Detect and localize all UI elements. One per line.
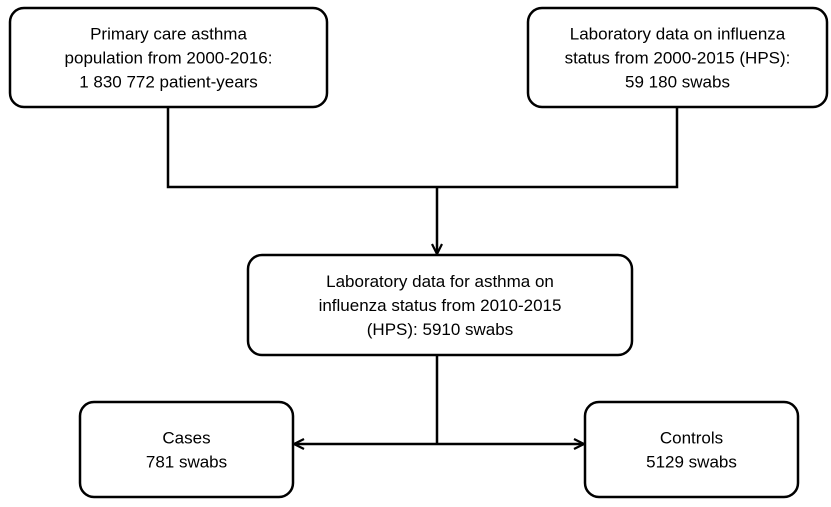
node-label: Cases <box>162 429 210 448</box>
node-label: status from 2000-2015 (HPS): <box>565 49 791 68</box>
node-label: Laboratory data on influenza <box>570 25 786 44</box>
node: Laboratory data for asthma on influenza s… <box>246 253 634 357</box>
nodes: Primary care asthma population from 2000-… <box>8 6 829 499</box>
node-box <box>8 6 329 109</box>
node-box <box>583 400 800 499</box>
node-box <box>78 400 295 499</box>
node-label: 59 180 swabs <box>625 73 730 92</box>
node-label: 781 swabs <box>146 453 227 472</box>
node-label: 1 830 772 patient-years <box>79 73 258 92</box>
node: Primary care asthma population from 2000-… <box>8 6 329 109</box>
node-label: influenza status from 2010-2015 <box>319 296 562 315</box>
node-box <box>526 6 829 109</box>
node: Controls 5129 swabs <box>583 400 800 499</box>
merge-line <box>166 107 679 189</box>
node-label: Primary care asthma <box>90 25 247 44</box>
node-label: Laboratory data for asthma on <box>326 272 554 291</box>
node-label: 5129 swabs <box>646 453 737 472</box>
node-label: Controls <box>660 429 723 448</box>
node-label: (HPS): 5910 swabs <box>367 320 513 339</box>
node-box <box>246 253 634 357</box>
node-label: population from 2000-2016: <box>65 49 273 68</box>
node: Cases 781 swabs <box>78 400 295 499</box>
node: Laboratory data on influenza status from … <box>526 6 829 109</box>
connectors <box>166 107 679 444</box>
